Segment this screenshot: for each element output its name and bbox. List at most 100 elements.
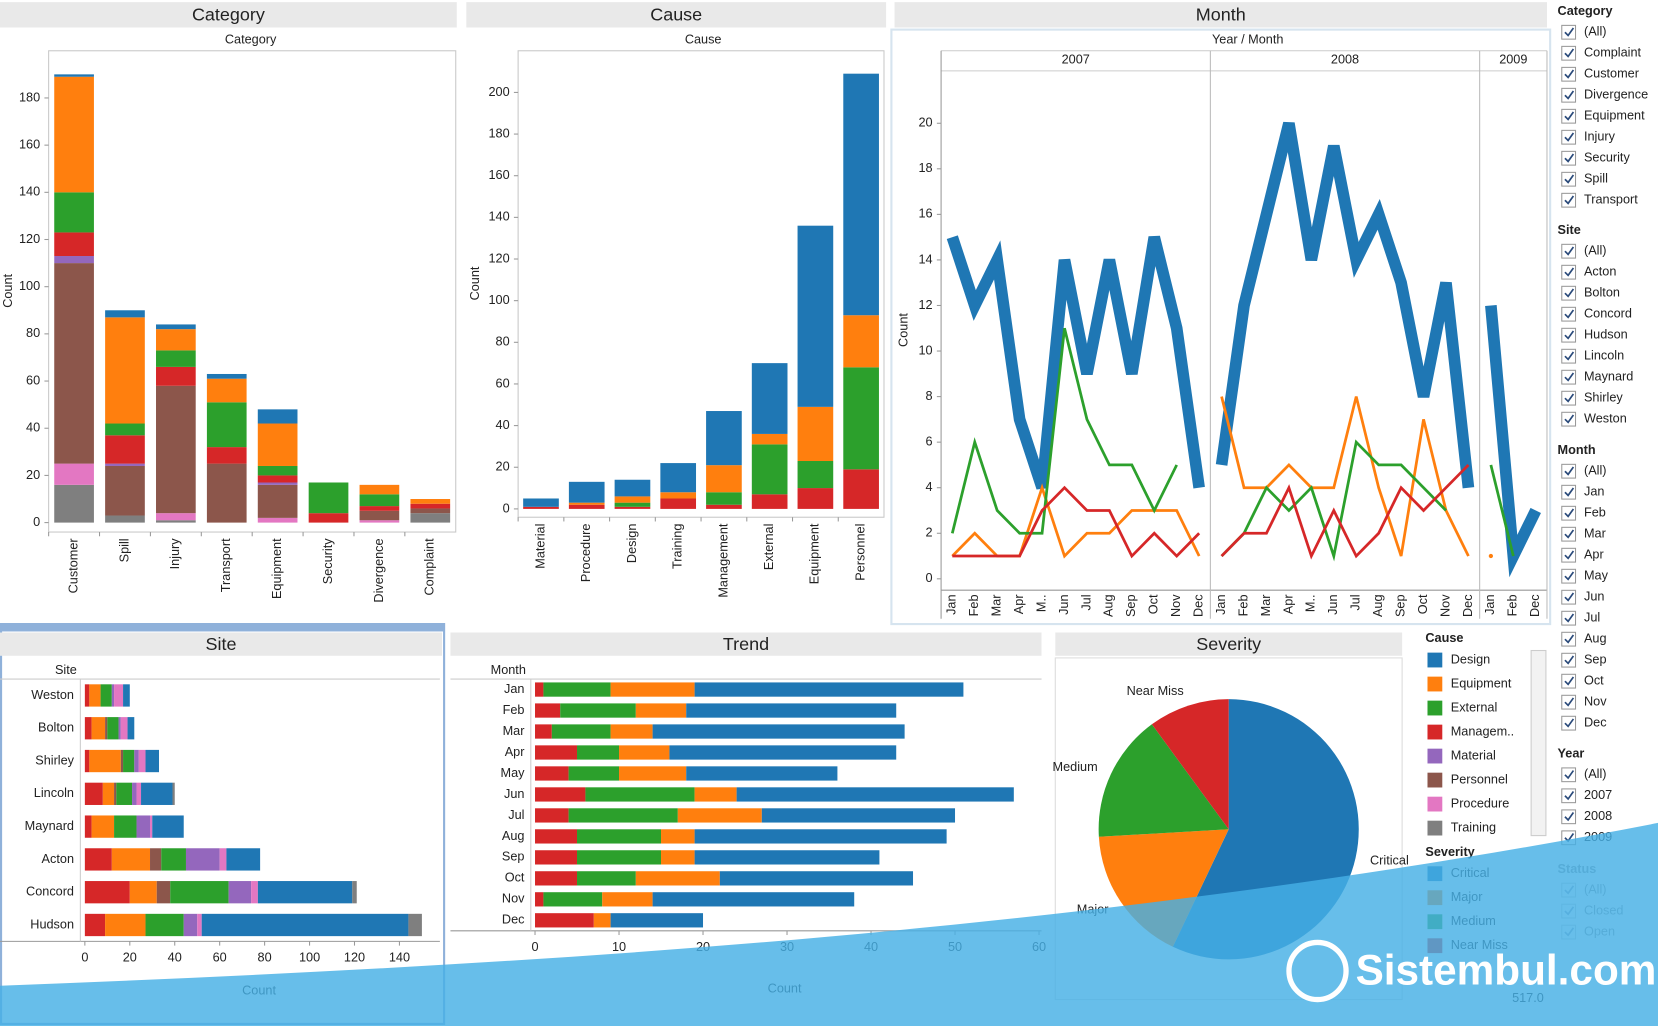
checkbox[interactable] [1561,348,1577,364]
legend-swatch [1427,652,1443,668]
x-tick-label: Aug [1102,594,1116,617]
month-panel-border [890,28,1552,626]
checkbox[interactable] [1561,610,1577,626]
x-tick-label: Injury [168,538,182,570]
checkbox[interactable] [1561,264,1577,280]
x-tick-label: Jul [1349,594,1363,610]
y-tick-label: 4 [926,480,933,494]
bar-segment [105,913,146,937]
filter: Month (All) Jan Feb Mar Apr May Jun Jul Aug Sep Oct… [1558,443,1609,731]
checkbox[interactable] [1561,243,1577,259]
y-tick-label: 140 [19,185,40,199]
bar-segment [226,848,261,871]
y-tick-label: 40 [496,418,510,432]
legend-swatch [1427,796,1443,812]
legend-label: Training [1451,820,1496,834]
filter-option: Spill [1584,172,1608,186]
checkbox[interactable] [1561,390,1577,406]
checkbox[interactable] [1561,568,1577,584]
site-panel-grip[interactable] [1,624,445,632]
bar-segment [251,881,258,904]
checkmark [1564,27,1575,37]
line-series [1489,464,1515,557]
checkbox[interactable] [1561,306,1577,322]
bar-segment [677,808,762,823]
y-tick-label: Jun [504,787,524,801]
x-tick-label: Equipment [808,523,822,584]
bar-segment [614,506,651,509]
bar-segment [661,829,695,844]
filter-option: Complaint [1584,46,1642,60]
bar-segment [568,502,605,505]
checkmark [1564,351,1575,361]
checkbox[interactable] [1561,285,1577,301]
checkbox[interactable] [1561,463,1577,479]
bar-segment [105,465,145,516]
bar-segment [535,829,578,844]
checkbox[interactable] [1561,108,1577,124]
checkbox[interactable] [1561,589,1577,605]
filter-option: Bolton [1584,286,1620,300]
checkbox[interactable] [1561,809,1577,825]
checkbox[interactable] [1561,547,1577,563]
checkbox[interactable] [1561,484,1577,500]
checkbox[interactable] [1561,694,1577,710]
checkbox[interactable] [1561,45,1577,61]
checkbox[interactable] [1561,192,1577,208]
bar-segment [116,782,133,805]
x-tick-label: Oct [1416,594,1430,614]
bar-segment [843,367,879,470]
bar-segment [170,881,229,904]
legend-scrollbar[interactable] [1530,649,1547,837]
bar-segment [706,504,742,509]
checkbox[interactable] [1561,673,1577,689]
bar-segment [359,520,400,523]
checkbox[interactable] [1561,631,1577,647]
checkbox[interactable] [1561,171,1577,187]
filter-option: Nov [1584,695,1607,709]
checkbox[interactable] [1561,505,1577,521]
bar-segment [619,766,687,781]
checkbox[interactable] [1561,526,1577,542]
checkbox[interactable] [1561,66,1577,82]
checkbox[interactable] [1561,788,1577,804]
checkbox[interactable] [1561,369,1577,385]
bar-segment [91,717,106,740]
y-tick-label: 100 [488,293,509,307]
bar-segment [410,508,451,514]
checkbox[interactable] [1561,652,1577,668]
bar-segment [156,520,196,523]
x-tick-label: Oct [1147,594,1161,614]
x-tick-label: Feb [967,594,981,616]
checkmark [1564,655,1575,665]
y-tick-label: Dec [502,913,525,927]
checkbox[interactable] [1561,87,1577,103]
checkbox[interactable] [1561,129,1577,145]
bar-segment [543,682,611,697]
checkmark [1564,613,1575,623]
checkbox[interactable] [1561,715,1577,731]
x-tick-label: Divergence [372,538,386,602]
checkbox[interactable] [1561,327,1577,343]
checkbox[interactable] [1561,150,1577,166]
checkmark [1564,132,1575,142]
plot-frame [48,50,457,533]
checkbox[interactable] [1561,411,1577,427]
bar-segment [694,787,737,802]
bar-segment [308,513,349,523]
checkmark [1564,153,1575,163]
filter-option: 2007 [1584,788,1612,802]
bar-segment [523,506,559,509]
bar-segment [54,463,94,485]
y-tick-label: Bolton [38,721,74,735]
y-tick-label: 80 [26,326,40,340]
checkmark [1564,174,1575,184]
checkmark [1564,529,1575,539]
filter-option: Aug [1584,632,1607,646]
filter-option: (All) [1584,464,1607,478]
filter: Site(All) Acton Bolton Concord Hudson Lincoln… [1558,223,1633,427]
checkbox[interactable] [1561,24,1577,40]
filter-option: Transport [1584,193,1638,207]
checkbox[interactable] [1561,767,1577,783]
